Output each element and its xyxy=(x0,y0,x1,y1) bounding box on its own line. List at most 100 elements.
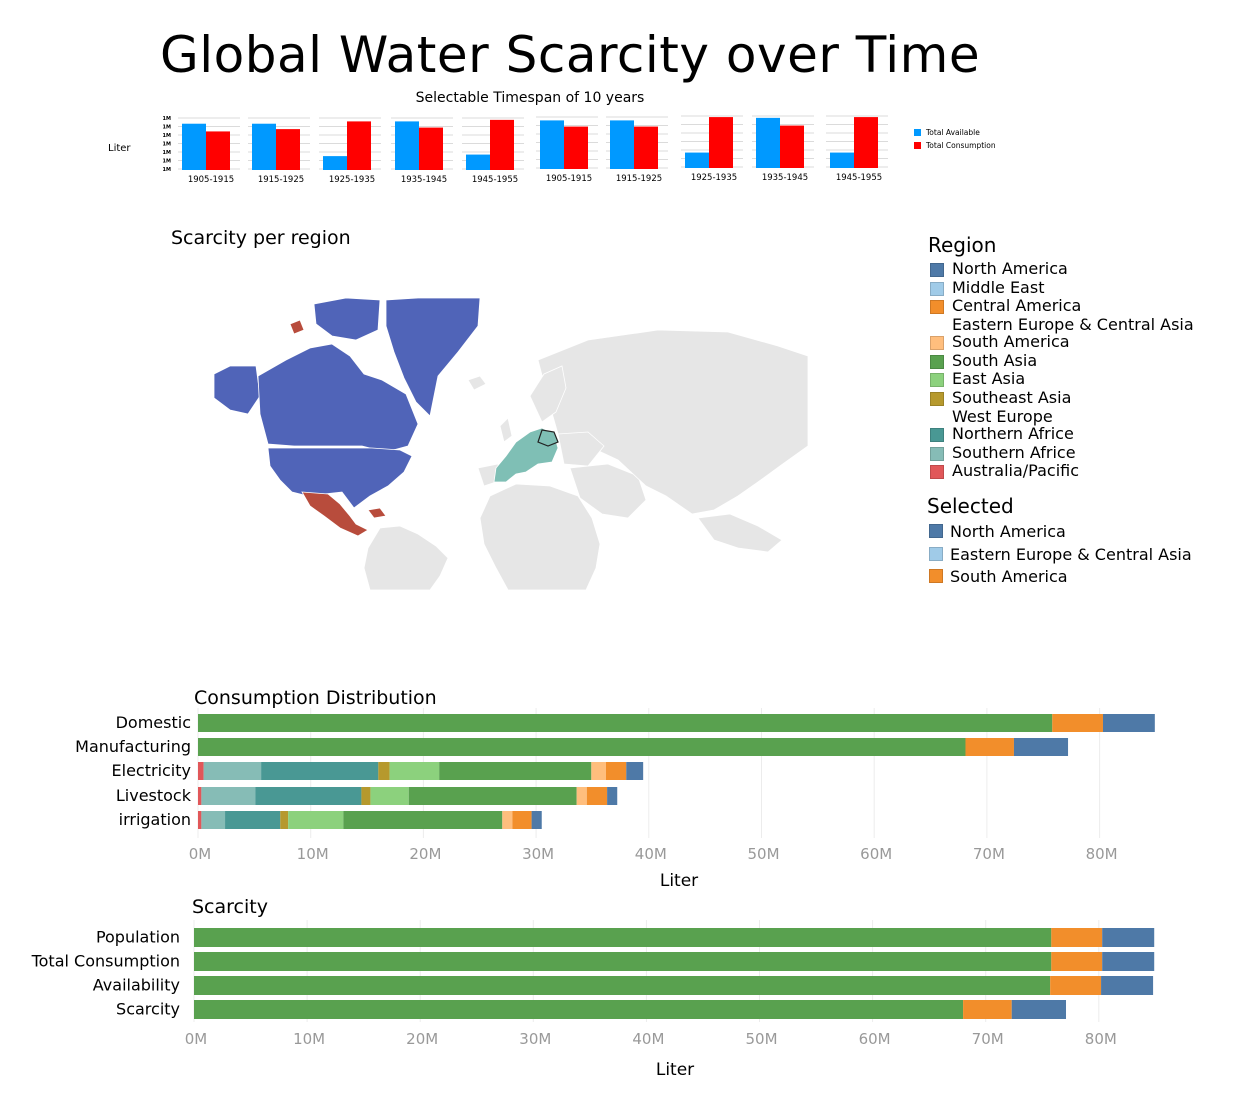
bar-segment[interactable] xyxy=(1050,976,1102,995)
bar-segment[interactable] xyxy=(194,952,1052,971)
bar-total-consumption[interactable] xyxy=(490,119,514,170)
legend-selected-item[interactable]: Eastern Europe & Central Asia xyxy=(927,544,1192,567)
timespan-label[interactable]: 1945-1955 xyxy=(472,175,518,185)
legend-region-item[interactable]: Southern Africe xyxy=(928,443,1194,463)
map-scandinavia[interactable] xyxy=(529,365,567,423)
bar-segment[interactable] xyxy=(261,762,379,780)
map-south-america[interactable] xyxy=(363,525,449,590)
map-mexico[interactable] xyxy=(301,491,369,537)
bar-segment[interactable] xyxy=(1101,976,1154,995)
bar-segment[interactable] xyxy=(370,787,409,805)
map-central-america[interactable] xyxy=(289,319,387,537)
bar-segment[interactable] xyxy=(607,787,618,805)
world-map[interactable] xyxy=(118,296,808,590)
map-greenland[interactable] xyxy=(385,297,481,417)
timespan-panel[interactable] xyxy=(391,117,453,170)
legend-region-item[interactable]: East Asia xyxy=(928,370,1194,389)
bar-segment[interactable] xyxy=(1102,928,1155,947)
map-caribbean[interactable] xyxy=(367,507,387,519)
bar-total-consumption[interactable] xyxy=(276,129,300,170)
bar-segment[interactable] xyxy=(201,811,226,829)
legend-region-item[interactable]: Southeast Asia xyxy=(928,389,1194,408)
bar-total-consumption[interactable] xyxy=(780,125,804,168)
bar-total-consumption[interactable] xyxy=(206,131,230,170)
legend-region-item[interactable]: Middle East xyxy=(928,278,1194,298)
bar-segment[interactable] xyxy=(1051,928,1103,947)
bar-segment[interactable] xyxy=(512,811,532,829)
bar-segment[interactable] xyxy=(378,762,390,780)
bar-segment[interactable] xyxy=(591,762,606,780)
bar-segment[interactable] xyxy=(198,787,202,805)
bar-total-available[interactable] xyxy=(540,120,564,169)
map-africa[interactable] xyxy=(479,483,601,590)
bar-segment[interactable] xyxy=(194,928,1052,947)
legend-region-item[interactable]: Australia/Pacific xyxy=(928,462,1194,481)
bar-segment[interactable] xyxy=(288,811,344,829)
bar-total-available[interactable] xyxy=(685,152,709,168)
legend-total-consumption[interactable]: Total Consumption xyxy=(914,139,996,152)
bar-segment[interactable] xyxy=(198,811,202,829)
timespan-panel[interactable] xyxy=(681,115,743,168)
map-uk[interactable] xyxy=(499,417,513,443)
map-greenland-red[interactable] xyxy=(289,319,305,335)
bar-segment[interactable] xyxy=(408,787,577,805)
map-canada[interactable] xyxy=(257,343,419,453)
legend-selected-item[interactable]: South America xyxy=(927,566,1192,589)
timespan-label[interactable]: 1925-1935 xyxy=(691,173,737,183)
bar-segment[interactable] xyxy=(361,787,371,805)
map-alaska[interactable] xyxy=(213,365,261,415)
bar-segment[interactable] xyxy=(626,762,644,780)
bar-segment[interactable] xyxy=(194,1000,964,1019)
bar-total-available[interactable] xyxy=(395,121,419,170)
bar-segment[interactable] xyxy=(1102,952,1155,971)
bar-total-available[interactable] xyxy=(182,123,206,170)
bar-segment[interactable] xyxy=(1051,952,1103,971)
bar-total-consumption[interactable] xyxy=(564,126,588,169)
bar-total-available[interactable] xyxy=(323,156,347,170)
bar-segment[interactable] xyxy=(1102,714,1155,732)
bar-segment[interactable] xyxy=(203,762,262,780)
bar-segment[interactable] xyxy=(343,811,503,829)
timespan-panel[interactable] xyxy=(178,117,240,170)
timespan-panel[interactable] xyxy=(606,116,668,169)
timespan-label[interactable]: 1935-1945 xyxy=(401,175,447,185)
timespan-label[interactable]: 1905-1915 xyxy=(188,175,234,185)
bar-total-available[interactable] xyxy=(756,117,780,168)
bar-total-available[interactable] xyxy=(610,120,634,169)
bar-segment[interactable] xyxy=(502,811,513,829)
bar-total-consumption[interactable] xyxy=(709,117,733,168)
bar-total-consumption[interactable] xyxy=(634,126,658,169)
bar-segment[interactable] xyxy=(586,787,608,805)
legend-region-item[interactable]: West Europe xyxy=(928,408,1194,425)
legend-region-item[interactable]: South Asia xyxy=(928,351,1194,371)
legend-region-item[interactable]: Northern Africe xyxy=(928,424,1194,444)
timespan-mini-charts[interactable]: 1M 1M 1M 1M 1M 1M 1M 1905-1915 1915-1925 1925-193… xyxy=(0,0,1238,200)
bar-segment[interactable] xyxy=(965,738,1014,756)
bar-segment[interactable] xyxy=(531,811,542,829)
timespan-panel[interactable] xyxy=(319,117,381,170)
bar-total-consumption[interactable] xyxy=(419,127,443,170)
bar-segment[interactable] xyxy=(198,738,966,756)
bar-segment[interactable] xyxy=(1011,1000,1067,1019)
bar-total-available[interactable] xyxy=(466,154,490,170)
timespan-panel[interactable] xyxy=(536,116,598,169)
consumption-distribution-chart[interactable]: Consumption Distribution 0M 10M 20M 30M 40M 50… xyxy=(0,680,1238,895)
bar-segment[interactable] xyxy=(605,762,627,780)
map-middle-east[interactable] xyxy=(569,463,647,519)
legend-total-available[interactable]: Total Available xyxy=(914,126,996,139)
timespan-panel[interactable] xyxy=(752,115,814,168)
map-southeast-asia[interactable] xyxy=(697,513,783,553)
bar-segment[interactable] xyxy=(963,1000,1012,1019)
timespan-label[interactable]: 1935-1945 xyxy=(762,173,808,183)
bar-segment[interactable] xyxy=(198,762,204,780)
legend-region-item[interactable]: South America xyxy=(928,333,1194,352)
timespan-label[interactable]: 1925-1935 xyxy=(329,175,375,185)
bar-total-available[interactable] xyxy=(252,123,276,170)
legend-region-item[interactable]: Eastern Europe & Central Asia xyxy=(928,316,1194,333)
bar-segment[interactable] xyxy=(255,787,362,805)
bar-segment[interactable] xyxy=(1052,714,1103,732)
timespan-panel[interactable] xyxy=(462,117,524,170)
bar-segment[interactable] xyxy=(201,787,256,805)
map-canada-islands[interactable] xyxy=(313,297,381,341)
bar-segment[interactable] xyxy=(225,811,281,829)
